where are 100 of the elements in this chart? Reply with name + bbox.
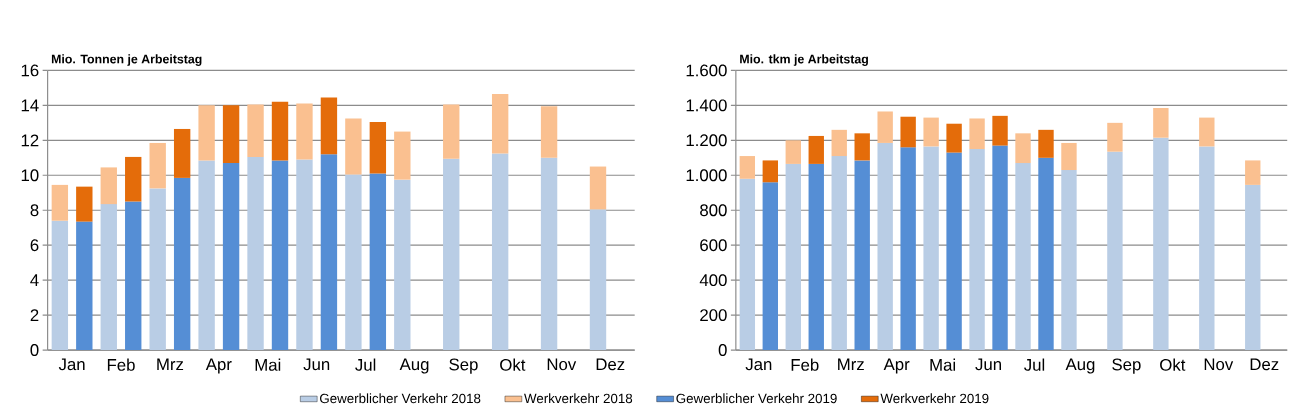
bar (785, 140, 801, 164)
bar (296, 159, 313, 350)
bar (198, 160, 215, 350)
x-tick-label: Mai (255, 358, 281, 371)
bar (394, 131, 411, 180)
y-tick-label: 0 (30, 343, 39, 356)
bar (854, 133, 870, 161)
bar (540, 106, 558, 158)
bar (831, 155, 847, 350)
bar (51, 220, 69, 350)
x-tick-label: Mrz (157, 358, 184, 370)
bar (271, 160, 289, 350)
bar (247, 104, 264, 157)
x-tick-label: Jun (303, 358, 330, 370)
bar (1015, 162, 1031, 350)
bar (808, 135, 824, 164)
x-tick-label: Dez (1250, 358, 1279, 370)
bar (76, 186, 93, 222)
legend-label: Werkverkehr 2018 (524, 393, 633, 403)
bar (739, 178, 756, 350)
x-tick-label: Dez (596, 358, 625, 370)
bar (320, 97, 338, 155)
y-tick-label: 1.600 (686, 64, 727, 77)
x-tick-label: Apr (205, 358, 232, 374)
bar (173, 177, 191, 350)
bar (877, 111, 893, 143)
y-tick-label: 10 (21, 169, 39, 181)
bar (1153, 107, 1169, 138)
y-tick-label: 8 (30, 204, 39, 216)
bar (443, 104, 460, 159)
bar (76, 221, 93, 350)
y-axis-title: Mio. tkm je Arbeitstag (740, 54, 868, 66)
bar (320, 154, 338, 350)
bar (100, 203, 117, 350)
y-tick-label: 4 (30, 274, 39, 286)
bar (1245, 184, 1261, 350)
bar (369, 121, 387, 174)
bar (491, 153, 509, 350)
x-tick-label: Feb (107, 358, 135, 371)
bar (369, 173, 387, 350)
y-tick-label: 12 (21, 134, 39, 146)
x-tick-label: Jul (1024, 358, 1045, 371)
legend-label: Gewerblicher Verkehr 2019 (676, 393, 837, 403)
bar (589, 209, 607, 350)
x-tick-label: Nov (547, 358, 577, 370)
x-tick-label: Okt (1160, 358, 1186, 371)
bar (443, 158, 460, 350)
bar (222, 162, 240, 350)
bar (491, 93, 509, 154)
bar (831, 129, 847, 156)
legend-label: Werkverkehr 2019 (880, 393, 989, 403)
bar (992, 145, 1008, 350)
bar (173, 128, 191, 178)
bar (51, 184, 69, 221)
bar (969, 118, 985, 149)
bar (1245, 160, 1261, 185)
x-tick-label: Jul (355, 358, 376, 371)
x-tick-label: Sep (449, 358, 478, 374)
bar (854, 160, 870, 350)
bar (100, 167, 117, 204)
bar (1061, 169, 1077, 350)
bar (345, 118, 362, 175)
x-tick-label: Mai (930, 358, 956, 371)
x-tick-label: Feb (791, 358, 819, 371)
bar (762, 182, 778, 350)
bar (923, 146, 939, 350)
bar (1199, 146, 1215, 350)
x-tick-label: Aug (399, 358, 429, 374)
bar (1107, 151, 1123, 350)
x-tick-label: Mrz (838, 358, 864, 370)
bar (222, 105, 240, 163)
bar (125, 201, 142, 350)
bar (992, 115, 1008, 146)
bar (149, 142, 166, 189)
y-tick-label: 14 (21, 99, 39, 111)
bar (946, 152, 962, 350)
x-tick-label: Jun (975, 358, 1001, 370)
bar (125, 156, 142, 202)
bar (1107, 122, 1123, 152)
bar (1153, 137, 1169, 350)
bar (296, 103, 313, 160)
bar (900, 116, 916, 148)
bar (762, 160, 778, 183)
bar (540, 157, 558, 350)
x-tick-label: Sep (1112, 358, 1141, 374)
bar (198, 105, 215, 161)
bar (271, 101, 289, 161)
bar (1199, 117, 1215, 147)
x-tick-label: Aug (1065, 358, 1095, 374)
bar (923, 117, 939, 147)
x-tick-label: Okt (500, 358, 526, 371)
legend-label: Gewerblicher Verkehr 2018 (320, 393, 481, 403)
bar (900, 147, 916, 350)
bar (1038, 157, 1054, 350)
x-tick-label: Apr (883, 358, 910, 374)
x-tick-label: Nov (1204, 358, 1234, 370)
y-tick-label: 16 (21, 64, 39, 77)
y-tick-label: 1.000 (686, 169, 727, 181)
bar (589, 166, 607, 210)
y-tick-label: 1.400 (686, 99, 727, 112)
